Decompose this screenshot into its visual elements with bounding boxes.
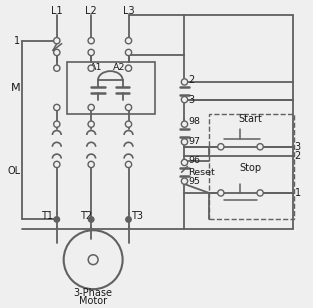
Bar xyxy=(67,62,155,114)
Circle shape xyxy=(126,104,132,111)
Circle shape xyxy=(88,216,95,223)
Circle shape xyxy=(88,255,98,265)
Circle shape xyxy=(88,65,94,71)
Circle shape xyxy=(218,144,224,150)
Text: A2: A2 xyxy=(112,63,125,72)
Circle shape xyxy=(88,38,94,44)
Circle shape xyxy=(126,65,132,71)
Text: 95: 95 xyxy=(188,177,200,186)
Circle shape xyxy=(181,96,187,103)
Text: 1: 1 xyxy=(14,36,20,46)
Circle shape xyxy=(257,144,263,150)
Circle shape xyxy=(54,104,60,111)
Circle shape xyxy=(54,161,60,168)
Circle shape xyxy=(88,161,94,168)
Text: T1: T1 xyxy=(41,211,53,221)
Circle shape xyxy=(181,159,187,166)
Text: 3: 3 xyxy=(188,95,195,105)
Text: 97: 97 xyxy=(188,137,200,146)
Circle shape xyxy=(88,49,94,56)
Text: 3-Phase: 3-Phase xyxy=(74,288,113,298)
Text: A1: A1 xyxy=(90,63,102,72)
Circle shape xyxy=(126,49,132,56)
Circle shape xyxy=(126,38,132,44)
Circle shape xyxy=(125,216,132,223)
Text: OL: OL xyxy=(7,166,20,176)
Circle shape xyxy=(88,121,94,127)
Circle shape xyxy=(126,161,132,168)
Text: Motor: Motor xyxy=(79,296,107,306)
Circle shape xyxy=(88,104,94,111)
Circle shape xyxy=(64,230,123,289)
Circle shape xyxy=(54,121,60,127)
Circle shape xyxy=(53,216,60,223)
Text: Reset: Reset xyxy=(188,168,215,177)
Circle shape xyxy=(181,79,187,85)
Text: 3: 3 xyxy=(295,142,300,152)
Circle shape xyxy=(181,139,187,145)
Bar xyxy=(209,114,294,219)
Circle shape xyxy=(54,49,60,56)
Text: L1: L1 xyxy=(51,6,63,16)
Text: Start: Start xyxy=(239,114,262,124)
Circle shape xyxy=(54,65,60,71)
Text: L2: L2 xyxy=(85,6,97,16)
Text: L3: L3 xyxy=(123,6,134,16)
Text: 1: 1 xyxy=(295,188,300,198)
Circle shape xyxy=(54,38,60,44)
Circle shape xyxy=(218,190,224,196)
Text: T3: T3 xyxy=(131,211,143,221)
Text: 2: 2 xyxy=(188,75,195,85)
Circle shape xyxy=(181,178,187,184)
Circle shape xyxy=(181,121,187,127)
Text: 98: 98 xyxy=(188,117,200,126)
Circle shape xyxy=(126,121,132,127)
Text: T2: T2 xyxy=(80,211,92,221)
Text: Stop: Stop xyxy=(239,163,261,173)
Circle shape xyxy=(257,190,263,196)
Text: 2: 2 xyxy=(295,151,301,160)
Text: 96: 96 xyxy=(188,156,200,165)
Text: M: M xyxy=(11,83,20,93)
